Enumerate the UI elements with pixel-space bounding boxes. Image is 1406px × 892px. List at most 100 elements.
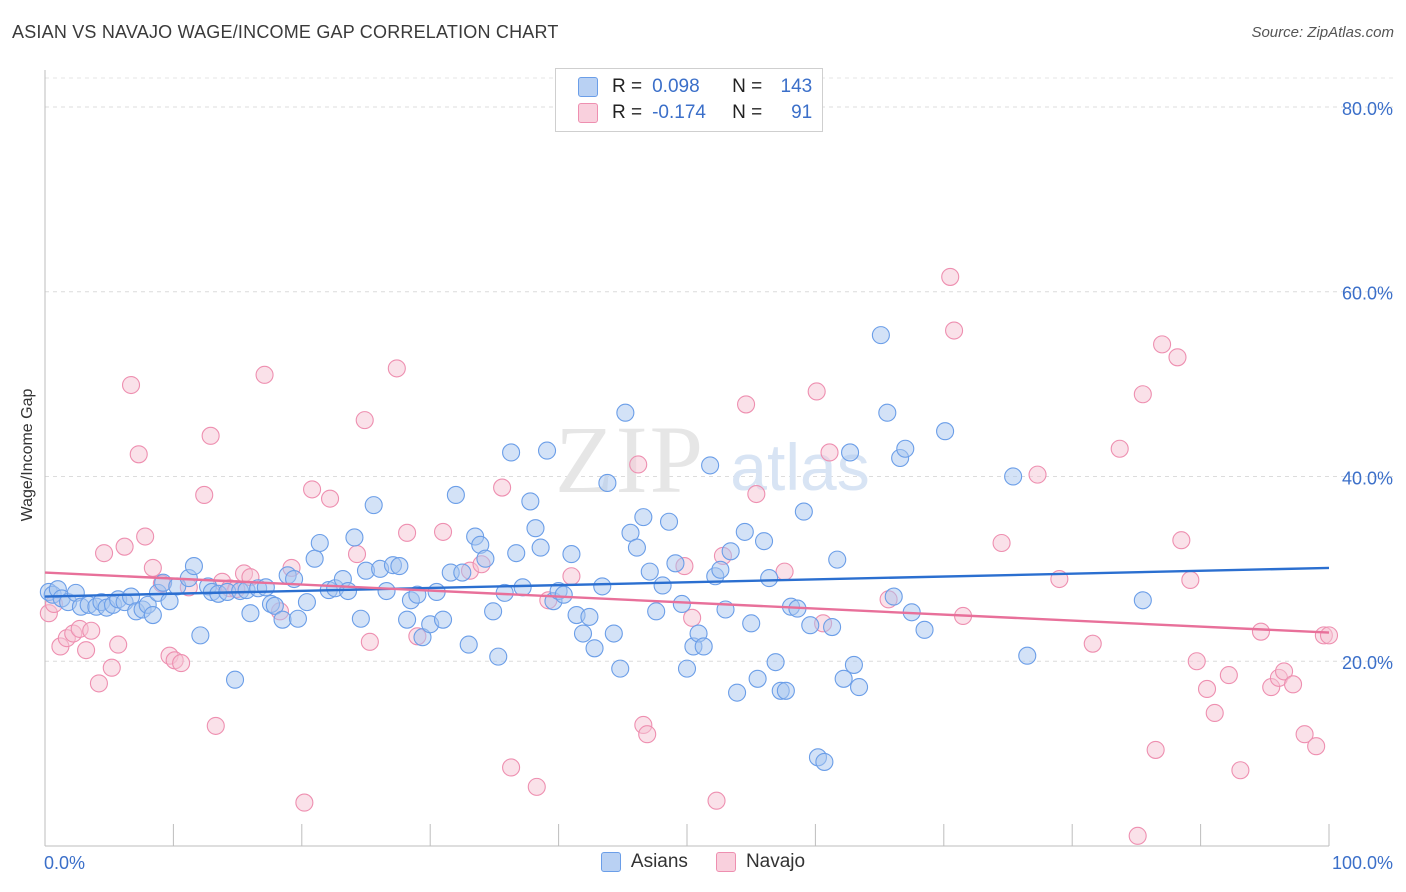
data-point <box>115 537 134 556</box>
legend-item-asians: Asians <box>600 851 688 873</box>
data-point <box>502 758 521 777</box>
navajo-points <box>39 267 1339 845</box>
legend-row-navajo: R = -0.174 N = 91 <box>578 100 812 126</box>
data-point <box>815 752 834 771</box>
data-point <box>310 533 329 553</box>
data-point <box>871 326 890 345</box>
data-point <box>647 602 666 621</box>
data-point <box>701 456 720 475</box>
data-point <box>390 557 409 576</box>
data-point <box>1231 761 1250 780</box>
data-point <box>256 578 275 597</box>
data-point <box>1153 335 1172 354</box>
data-point <box>446 485 465 505</box>
data-point <box>775 562 794 581</box>
data-point <box>82 621 101 640</box>
data-point <box>201 426 220 445</box>
data-point <box>573 624 593 643</box>
data-point <box>387 359 406 378</box>
data-point <box>562 545 581 564</box>
data-point <box>1128 826 1147 845</box>
data-point <box>1083 634 1102 653</box>
axes <box>44 70 1330 847</box>
data-point <box>484 602 503 621</box>
data-point <box>513 578 532 597</box>
data-point <box>433 522 453 541</box>
data-point <box>493 478 512 497</box>
data-point <box>1275 662 1294 681</box>
data-point <box>747 484 766 504</box>
data-point <box>677 659 697 678</box>
data-point <box>347 545 367 564</box>
data-point <box>195 485 214 505</box>
asian-points <box>39 326 1152 771</box>
data-point <box>1295 725 1314 744</box>
legend-r-label: R = <box>612 76 643 97</box>
data-point <box>303 480 322 499</box>
data-point <box>1187 652 1206 671</box>
data-point <box>604 624 623 643</box>
legend-r-value: 0.098 <box>652 76 700 97</box>
data-point <box>1110 439 1129 458</box>
data-point <box>355 411 374 430</box>
trend-lines <box>44 566 1330 634</box>
data-point <box>735 522 754 541</box>
y-tick-label: 80.0% <box>1342 99 1393 119</box>
data-point <box>794 502 813 521</box>
data-point <box>820 443 839 462</box>
data-point <box>823 618 842 637</box>
data-point <box>766 653 785 672</box>
data-point <box>1283 675 1303 694</box>
data-point <box>521 492 540 511</box>
data-point <box>1319 626 1339 645</box>
data-point <box>77 641 96 660</box>
data-point <box>844 655 863 674</box>
data-point <box>936 422 955 441</box>
data-point <box>711 560 730 579</box>
legend-item-navajo: Navajo <box>715 851 805 873</box>
legend-n-value: 143 <box>780 76 813 97</box>
data-point <box>627 538 646 557</box>
data-point <box>598 473 617 492</box>
data-point <box>896 439 915 458</box>
data-point <box>694 637 713 656</box>
data-point <box>580 607 599 626</box>
data-point <box>172 654 191 673</box>
data-point <box>850 678 869 697</box>
y-tick-label: 60.0% <box>1342 284 1393 304</box>
trend-line <box>44 571 1330 634</box>
data-point <box>1133 385 1152 404</box>
data-point <box>288 609 307 628</box>
data-point <box>834 669 853 688</box>
data-point <box>453 563 472 582</box>
data-point <box>760 569 779 588</box>
data-point <box>507 544 526 563</box>
data-point <box>1133 591 1152 610</box>
data-point <box>360 632 379 651</box>
data-point <box>345 528 364 547</box>
data-point <box>554 585 573 604</box>
data-point <box>241 604 260 623</box>
data-point <box>666 554 685 573</box>
data-point <box>683 608 702 627</box>
data-point <box>841 443 860 462</box>
data-point <box>878 403 897 422</box>
data-point <box>1028 465 1047 484</box>
data-point <box>295 793 314 812</box>
data-point <box>527 777 546 796</box>
data-point <box>537 441 557 460</box>
data-point <box>489 647 508 666</box>
data-point <box>992 533 1011 553</box>
legend-swatch-asians <box>600 852 621 872</box>
data-point <box>95 544 114 563</box>
data-point <box>129 445 148 464</box>
data-point <box>672 594 691 614</box>
y-tick-label: 40.0% <box>1342 468 1393 488</box>
data-point <box>206 716 225 735</box>
legend-label-asians: Asians <box>630 851 688 872</box>
data-point <box>1181 570 1200 589</box>
data-point <box>801 616 820 635</box>
data-point <box>265 596 284 615</box>
data-point <box>351 609 370 628</box>
